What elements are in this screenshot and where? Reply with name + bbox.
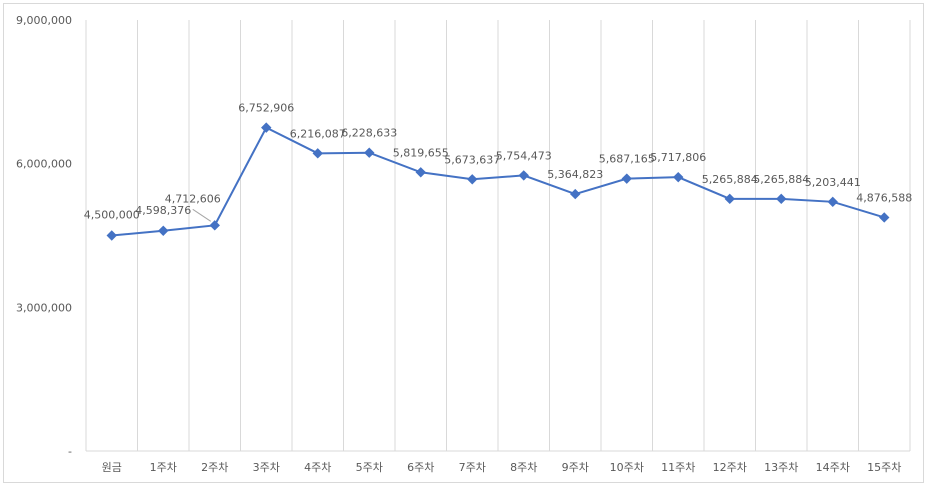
data-label: 4,598,376 — [135, 204, 191, 217]
data-point-marker — [415, 167, 426, 178]
series-line — [111, 126, 885, 237]
data-point-marker — [209, 220, 220, 231]
y-tick-label: - — [68, 445, 72, 458]
data-point-marker — [673, 171, 684, 183]
data-point-marker — [827, 196, 838, 208]
data-point-marker — [364, 147, 375, 158]
y-tick-label: 9,000,000 — [16, 14, 72, 27]
data-point-marker — [724, 193, 735, 205]
data-label: 5,265,884 — [702, 173, 758, 186]
x-tick-label: 3주차 — [253, 461, 280, 474]
x-tick-label: 15주차 — [867, 461, 901, 474]
data-point-marker — [467, 174, 478, 185]
data-point-marker — [312, 148, 323, 159]
data-label: 5,673,637 — [444, 153, 500, 166]
data-point-marker — [261, 122, 272, 133]
x-tick-label: 8주차 — [510, 461, 537, 474]
data-label: 5,819,655 — [393, 146, 449, 159]
data-point-marker — [621, 173, 632, 184]
data-label: 6,752,906 — [238, 102, 294, 115]
x-tick-label: 5주차 — [356, 461, 383, 474]
data-label: 5,754,473 — [496, 149, 552, 162]
data-label: 4,500,000 — [84, 209, 140, 222]
y-tick-label: 3,000,000 — [16, 301, 72, 314]
x-tick-label: 4주차 — [304, 461, 331, 474]
x-tick-label: 11주차 — [661, 461, 695, 474]
data-point-marker — [158, 225, 169, 236]
data-point-marker — [518, 170, 529, 181]
x-tick-label: 7주차 — [459, 461, 486, 474]
line-chart: - 3,000,000 6,000,000 9,000,000 원금 1주차 2주차 3주차 4… — [16, 14, 912, 474]
data-label: 5,717,806 — [650, 151, 706, 164]
data-point-marker — [879, 212, 890, 223]
x-tick-label: 원금 — [102, 461, 122, 474]
data-label: 6,216,087 — [290, 127, 346, 140]
x-tick-label: 10주차 — [610, 461, 644, 474]
x-tick-label: 2주차 — [201, 461, 228, 474]
x-tick-label: 6주차 — [407, 461, 434, 474]
data-label: 5,265,884 — [753, 173, 809, 186]
x-tick-label: 12주차 — [713, 461, 747, 474]
data-label-leader-line — [192, 208, 212, 222]
x-tick-label: 13주차 — [764, 461, 798, 474]
data-label: 4,712,606 — [165, 192, 221, 205]
x-tick-label: 14주차 — [816, 461, 850, 474]
data-label: 5,687,165 — [599, 153, 655, 166]
data-label: 6,228,633 — [341, 127, 397, 140]
y-tick-label: 6,000,000 — [16, 158, 72, 171]
data-point-marker — [570, 188, 581, 200]
data-label: 5,203,441 — [805, 176, 861, 189]
data-point-marker — [776, 193, 787, 205]
x-tick-label: 1주차 — [150, 461, 177, 474]
data-label: 5,364,823 — [547, 168, 603, 181]
data-point-marker — [106, 230, 117, 241]
chart-area: - 3,000,000 6,000,000 9,000,000 원금 1주차 2주차 3주차 4… — [3, 3, 924, 483]
x-tick-label: 9주차 — [562, 461, 589, 474]
data-label: 4,876,588 — [856, 191, 912, 204]
